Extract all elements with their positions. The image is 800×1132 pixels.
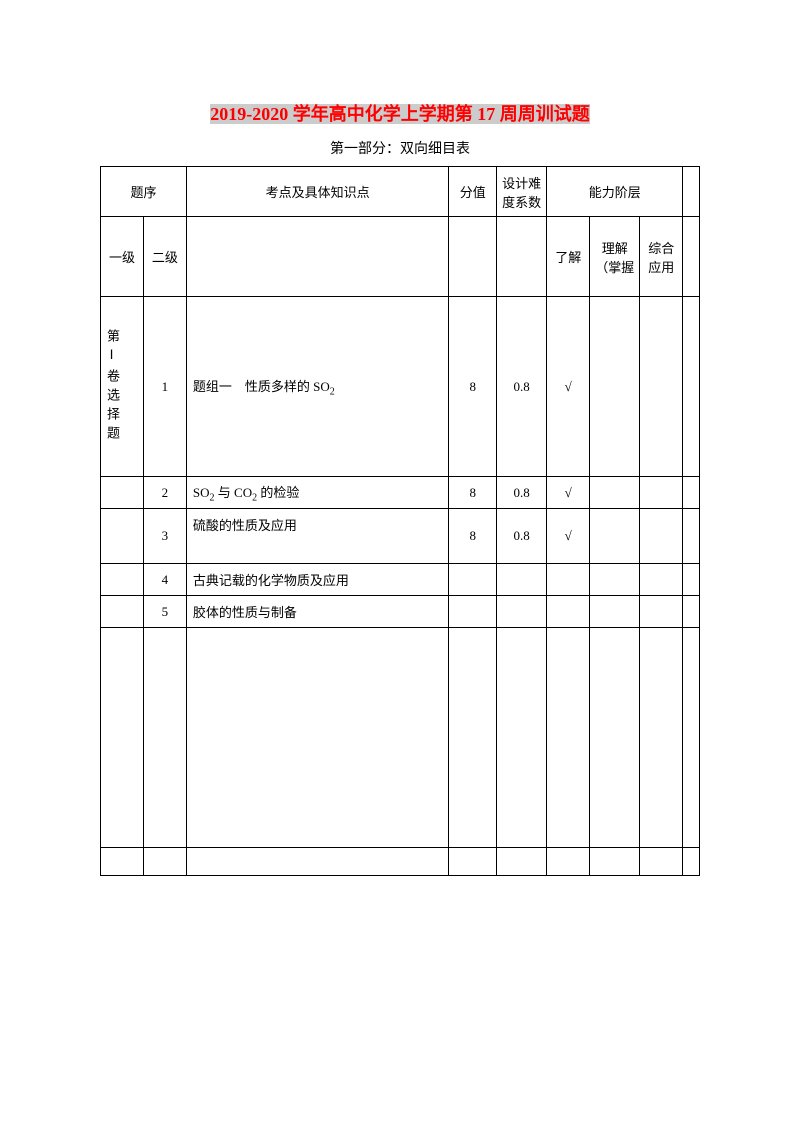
row-empty2 bbox=[640, 509, 683, 564]
row-check bbox=[547, 596, 590, 628]
subheader-level1: 一级 bbox=[101, 217, 144, 297]
empty-cell bbox=[101, 628, 144, 848]
title-year: 2019-2020 bbox=[210, 104, 288, 124]
table-row: 第Ⅰ卷选择题 1 题组一 性质多样的 SO2 8 0.8 √ bbox=[101, 297, 700, 477]
subheader-empty3 bbox=[497, 217, 547, 297]
row-empty3 bbox=[683, 297, 700, 477]
page-title: 2019-2020 学年高中化学上学期第 17 周周训试题 bbox=[100, 100, 700, 126]
row-difficulty: 0.8 bbox=[497, 477, 547, 509]
table-row: 5 胶体的性质与制备 bbox=[101, 596, 700, 628]
row-check: √ bbox=[547, 509, 590, 564]
row-difficulty: 0.8 bbox=[497, 297, 547, 477]
subheader-level2: 二级 bbox=[143, 217, 186, 297]
row-num: 3 bbox=[143, 509, 186, 564]
row-check bbox=[547, 564, 590, 596]
row-empty3 bbox=[683, 477, 700, 509]
row-empty1 bbox=[590, 509, 640, 564]
row-empty3 bbox=[683, 564, 700, 596]
row-topic: 硫酸的性质及应用 bbox=[186, 509, 449, 564]
row-check: √ bbox=[547, 477, 590, 509]
row-empty1 bbox=[590, 564, 640, 596]
row-topic: 题组一 性质多样的 SO2 bbox=[186, 297, 449, 477]
table-empty-row bbox=[101, 628, 700, 848]
subtitle: 第一部分：双向细目表 bbox=[100, 138, 700, 158]
empty-cell bbox=[547, 628, 590, 848]
empty-cell bbox=[449, 848, 497, 876]
title-week: 17 bbox=[477, 104, 495, 124]
empty-cell bbox=[640, 628, 683, 848]
empty-cell bbox=[590, 628, 640, 848]
empty-cell bbox=[186, 628, 449, 848]
row-difficulty bbox=[497, 564, 547, 596]
row-section-empty bbox=[101, 477, 144, 509]
header-difficulty: 设计难度系数 bbox=[497, 167, 547, 217]
header-topic: 考点及具体知识点 bbox=[186, 167, 449, 217]
title-text1: 学年高中化学上学期第 bbox=[288, 104, 477, 124]
row-difficulty bbox=[497, 596, 547, 628]
empty-cell bbox=[497, 628, 547, 848]
row-num: 2 bbox=[143, 477, 186, 509]
empty-cell bbox=[497, 848, 547, 876]
row-num: 5 bbox=[143, 596, 186, 628]
table-empty-row bbox=[101, 848, 700, 876]
row-empty2 bbox=[640, 297, 683, 477]
subheader-understand: 了解 bbox=[547, 217, 590, 297]
row-topic: 胶体的性质与制备 bbox=[186, 596, 449, 628]
header-ability: 能力阶层 bbox=[547, 167, 683, 217]
subheader-empty4 bbox=[683, 217, 700, 297]
row-score: 8 bbox=[449, 509, 497, 564]
row-num: 4 bbox=[143, 564, 186, 596]
specification-table: 题序 考点及具体知识点 分值 设计难度系数 能力阶层 一级 二级 了解 理解（掌… bbox=[100, 166, 700, 876]
row-topic: 古典记载的化学物质及应用 bbox=[186, 564, 449, 596]
row-score: 8 bbox=[449, 297, 497, 477]
empty-cell bbox=[590, 848, 640, 876]
row-topic: SO2 与 CO2 的检验 bbox=[186, 477, 449, 509]
table-row: 3 硫酸的性质及应用 8 0.8 √ bbox=[101, 509, 700, 564]
row-check: √ bbox=[547, 297, 590, 477]
row-empty2 bbox=[640, 564, 683, 596]
empty-cell bbox=[143, 848, 186, 876]
subheader-empty1 bbox=[186, 217, 449, 297]
row-score bbox=[449, 564, 497, 596]
subheader-comprehend: 理解（掌握 bbox=[590, 217, 640, 297]
table-row: 4 古典记载的化学物质及应用 bbox=[101, 564, 700, 596]
row-score bbox=[449, 596, 497, 628]
title-text2: 周周训试题 bbox=[495, 104, 590, 124]
empty-cell bbox=[101, 848, 144, 876]
row-empty2 bbox=[640, 596, 683, 628]
subheader-empty2 bbox=[449, 217, 497, 297]
row-empty3 bbox=[683, 509, 700, 564]
row-num: 1 bbox=[143, 297, 186, 477]
row-difficulty: 0.8 bbox=[497, 509, 547, 564]
row-empty1 bbox=[590, 297, 640, 477]
row-empty1 bbox=[590, 596, 640, 628]
table-subheader-row: 一级 二级 了解 理解（掌握 综合应用 bbox=[101, 217, 700, 297]
empty-cell bbox=[683, 848, 700, 876]
empty-cell bbox=[547, 848, 590, 876]
subheader-apply: 综合应用 bbox=[640, 217, 683, 297]
empty-cell bbox=[640, 848, 683, 876]
row-empty2 bbox=[640, 477, 683, 509]
header-seq: 题序 bbox=[101, 167, 187, 217]
header-score: 分值 bbox=[449, 167, 497, 217]
row-empty1 bbox=[590, 477, 640, 509]
row-section-empty bbox=[101, 564, 144, 596]
section-label: 第Ⅰ卷选择题 bbox=[101, 297, 144, 477]
row-section-empty bbox=[101, 509, 144, 564]
empty-cell bbox=[683, 628, 700, 848]
empty-cell bbox=[186, 848, 449, 876]
row-empty3 bbox=[683, 596, 700, 628]
row-section-empty bbox=[101, 596, 144, 628]
empty-cell bbox=[449, 628, 497, 848]
table-header-row: 题序 考点及具体知识点 分值 设计难度系数 能力阶层 bbox=[101, 167, 700, 217]
table-row: 2 SO2 与 CO2 的检验 8 0.8 √ bbox=[101, 477, 700, 509]
row-score: 8 bbox=[449, 477, 497, 509]
header-empty bbox=[683, 167, 700, 217]
empty-cell bbox=[143, 628, 186, 848]
